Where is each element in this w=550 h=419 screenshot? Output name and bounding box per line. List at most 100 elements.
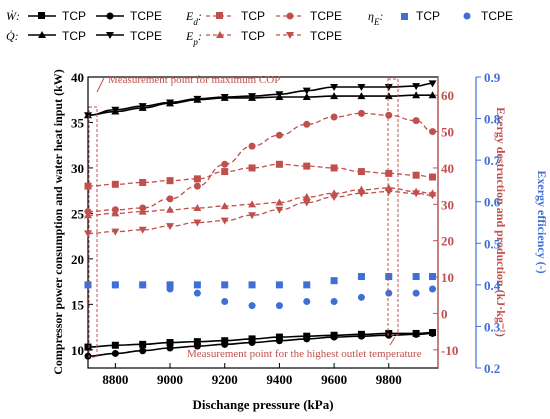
series-e-d-tcp-point (357, 168, 365, 176)
series-eta-e-tcp-point (357, 273, 365, 281)
series-e-p-tcpe-point (330, 194, 339, 202)
x-axis-title: Dischange pressure (kPa) (192, 397, 333, 412)
legend: Ẇ: TCP TCPE Q̇: TCP TCPE Ed: TCP (6, 8, 513, 47)
series-e-d-tcp-point (412, 171, 420, 179)
legend-entry-w-tcpe: TCPE (96, 9, 162, 23)
x-tick-label: 9600 (321, 372, 347, 387)
y-right2-tick-label: 0.7 (484, 153, 501, 168)
series-e-d-tcpe-point (193, 182, 201, 190)
series-e-d-tcp-point (248, 164, 256, 172)
series-eta-e-tcpe-point (221, 297, 229, 305)
series-eta-e-tcp-point (221, 281, 229, 289)
svg-text:TCPE: TCPE (481, 9, 513, 23)
series-e-d-tcp-point (275, 160, 283, 168)
annotation-arrow-top (96, 77, 105, 93)
y-right1-tick-label: 60 (441, 88, 454, 103)
series-q-dot-tcp-point (357, 92, 366, 100)
legend-entry-q-tcpe: TCPE (96, 29, 162, 43)
series-eta-e-tcp-point (429, 273, 437, 281)
series-q-dot-tcp-point (384, 92, 393, 100)
series-e-p-tcpe-point (275, 206, 284, 214)
annotation-max-cop: Measurement point for maximum COP (108, 74, 280, 86)
series-w-dot-tcpe-point (221, 340, 229, 348)
y-right2-tick-label: 0.6 (484, 195, 501, 210)
y-right2-tick-label: 0.4 (484, 278, 501, 293)
series-e-d-tcp-point (166, 177, 174, 185)
series-e-d-tcp-point (303, 162, 311, 170)
series-e-d-tcpe-point (275, 131, 283, 139)
series-q-dot-tcp-point (330, 92, 339, 100)
x-tick-label: 9000 (157, 372, 183, 387)
series-q-dot-tcpe-point (275, 91, 284, 99)
series-w-dot-tcpe-point (111, 349, 119, 357)
series-e-d-tcpe-point (166, 195, 174, 203)
series-eta-e-tcpe-point (303, 297, 311, 305)
svg-text:TCP: TCP (62, 29, 86, 43)
legend-symbol-w: Ẇ: (6, 8, 20, 23)
series-eta-e-tcpe-point (412, 289, 420, 297)
series-q-dot-tcp-line (87, 94, 433, 116)
series-eta-e-tcp-point (166, 281, 174, 289)
series-eta-e-tcpe-point (357, 293, 365, 301)
annotation-arrow-bottom (389, 336, 396, 346)
x-tick-label: 8800 (102, 372, 128, 387)
series-q-dot-tcp-point (412, 91, 421, 99)
series-e-d-tcp-point (429, 173, 437, 181)
y-right1-tick-label: 30 (441, 197, 454, 212)
svg-text:TCP: TCP (416, 9, 440, 23)
series-eta-e-tcpe-point (275, 302, 283, 310)
y-right2-tick-label: 0.8 (484, 112, 501, 127)
y-right1-tick-label: 20 (441, 234, 454, 249)
series-w-dot-tcpe-point (84, 352, 92, 360)
series-e-d-tcpe-point (412, 117, 420, 125)
series-q-dot-tcpe-point (138, 103, 147, 111)
annotation-highest-temp: Measurement point for the highest outlet… (187, 348, 422, 360)
series-w-dot-tcpe-point (275, 337, 283, 345)
y-right2-tick-label: 0.3 (484, 319, 501, 334)
series-q-dot-tcpe-point (166, 99, 175, 107)
series-w-dot-tcp-point (139, 340, 147, 348)
series-e-d-tcp-point (385, 169, 393, 177)
series-q-dot-tcp-point (302, 93, 311, 101)
y-right1-tick-label: 40 (441, 161, 454, 176)
series-e-p-tcpe-point (384, 188, 393, 196)
y-right1-axis-title: Exergy destruction and production (kJ·kg… (494, 107, 508, 337)
svg-text:TCP: TCP (241, 29, 265, 43)
y-right2-axis-title: Exergy efficiency (-) (535, 170, 549, 273)
y-left-tick-label: 35 (71, 115, 85, 130)
series-e-p-tcpe-point (248, 212, 257, 220)
series-e-p-tcpe-point (412, 190, 421, 198)
series-e-p-tcpe-point (428, 192, 437, 200)
series-w-dot-tcpe-point (429, 329, 437, 337)
legend-entry-eta-tcpe: TCPE (463, 9, 513, 23)
series-layer (84, 80, 437, 360)
svg-text:TCPE: TCPE (310, 29, 342, 43)
series-w-dot-tcpe-point (303, 335, 311, 343)
series-e-d-tcp-point (84, 182, 92, 190)
svg-text:TCP: TCP (241, 9, 265, 23)
series-eta-e-tcpe-point (385, 289, 393, 297)
series-w-dot-tcpe-point (193, 342, 201, 350)
series-q-dot-tcpe-point (428, 80, 437, 88)
legend-entry-ed-tcpe: TCPE (276, 9, 342, 23)
series-eta-e-tcp-point (330, 277, 338, 285)
series-e-p-tcpe-point (193, 219, 202, 227)
series-e-p-tcp-point (193, 203, 202, 211)
series-e-d-tcpe-point (248, 142, 256, 150)
measurement-box-highest-temp (387, 78, 399, 336)
axes: 8800 9000 9200 9400 9600 9800 10 15 20 25 30 35 40 -1… (71, 70, 501, 387)
series-q-dot-tcp-point (428, 91, 437, 99)
y-left-tick-label: 10 (71, 343, 84, 358)
series-eta-e-tcp-point (248, 281, 256, 289)
series-q-dot-tcpe-point (248, 93, 257, 101)
series-eta-e-tcpe-point (429, 285, 437, 293)
legend-symbol-ed: Ed: (185, 9, 202, 27)
series-e-d-tcpe-point (429, 128, 437, 136)
series-e-p-tcpe-point (220, 217, 229, 225)
series-w-dot-tcpe-point (248, 339, 256, 347)
series-eta-e-tcpe-point (166, 285, 174, 293)
series-eta-e-tcp-point (385, 273, 393, 281)
series-q-dot-tcpe-point (111, 106, 120, 114)
series-e-p-tcpe-point (138, 226, 147, 234)
